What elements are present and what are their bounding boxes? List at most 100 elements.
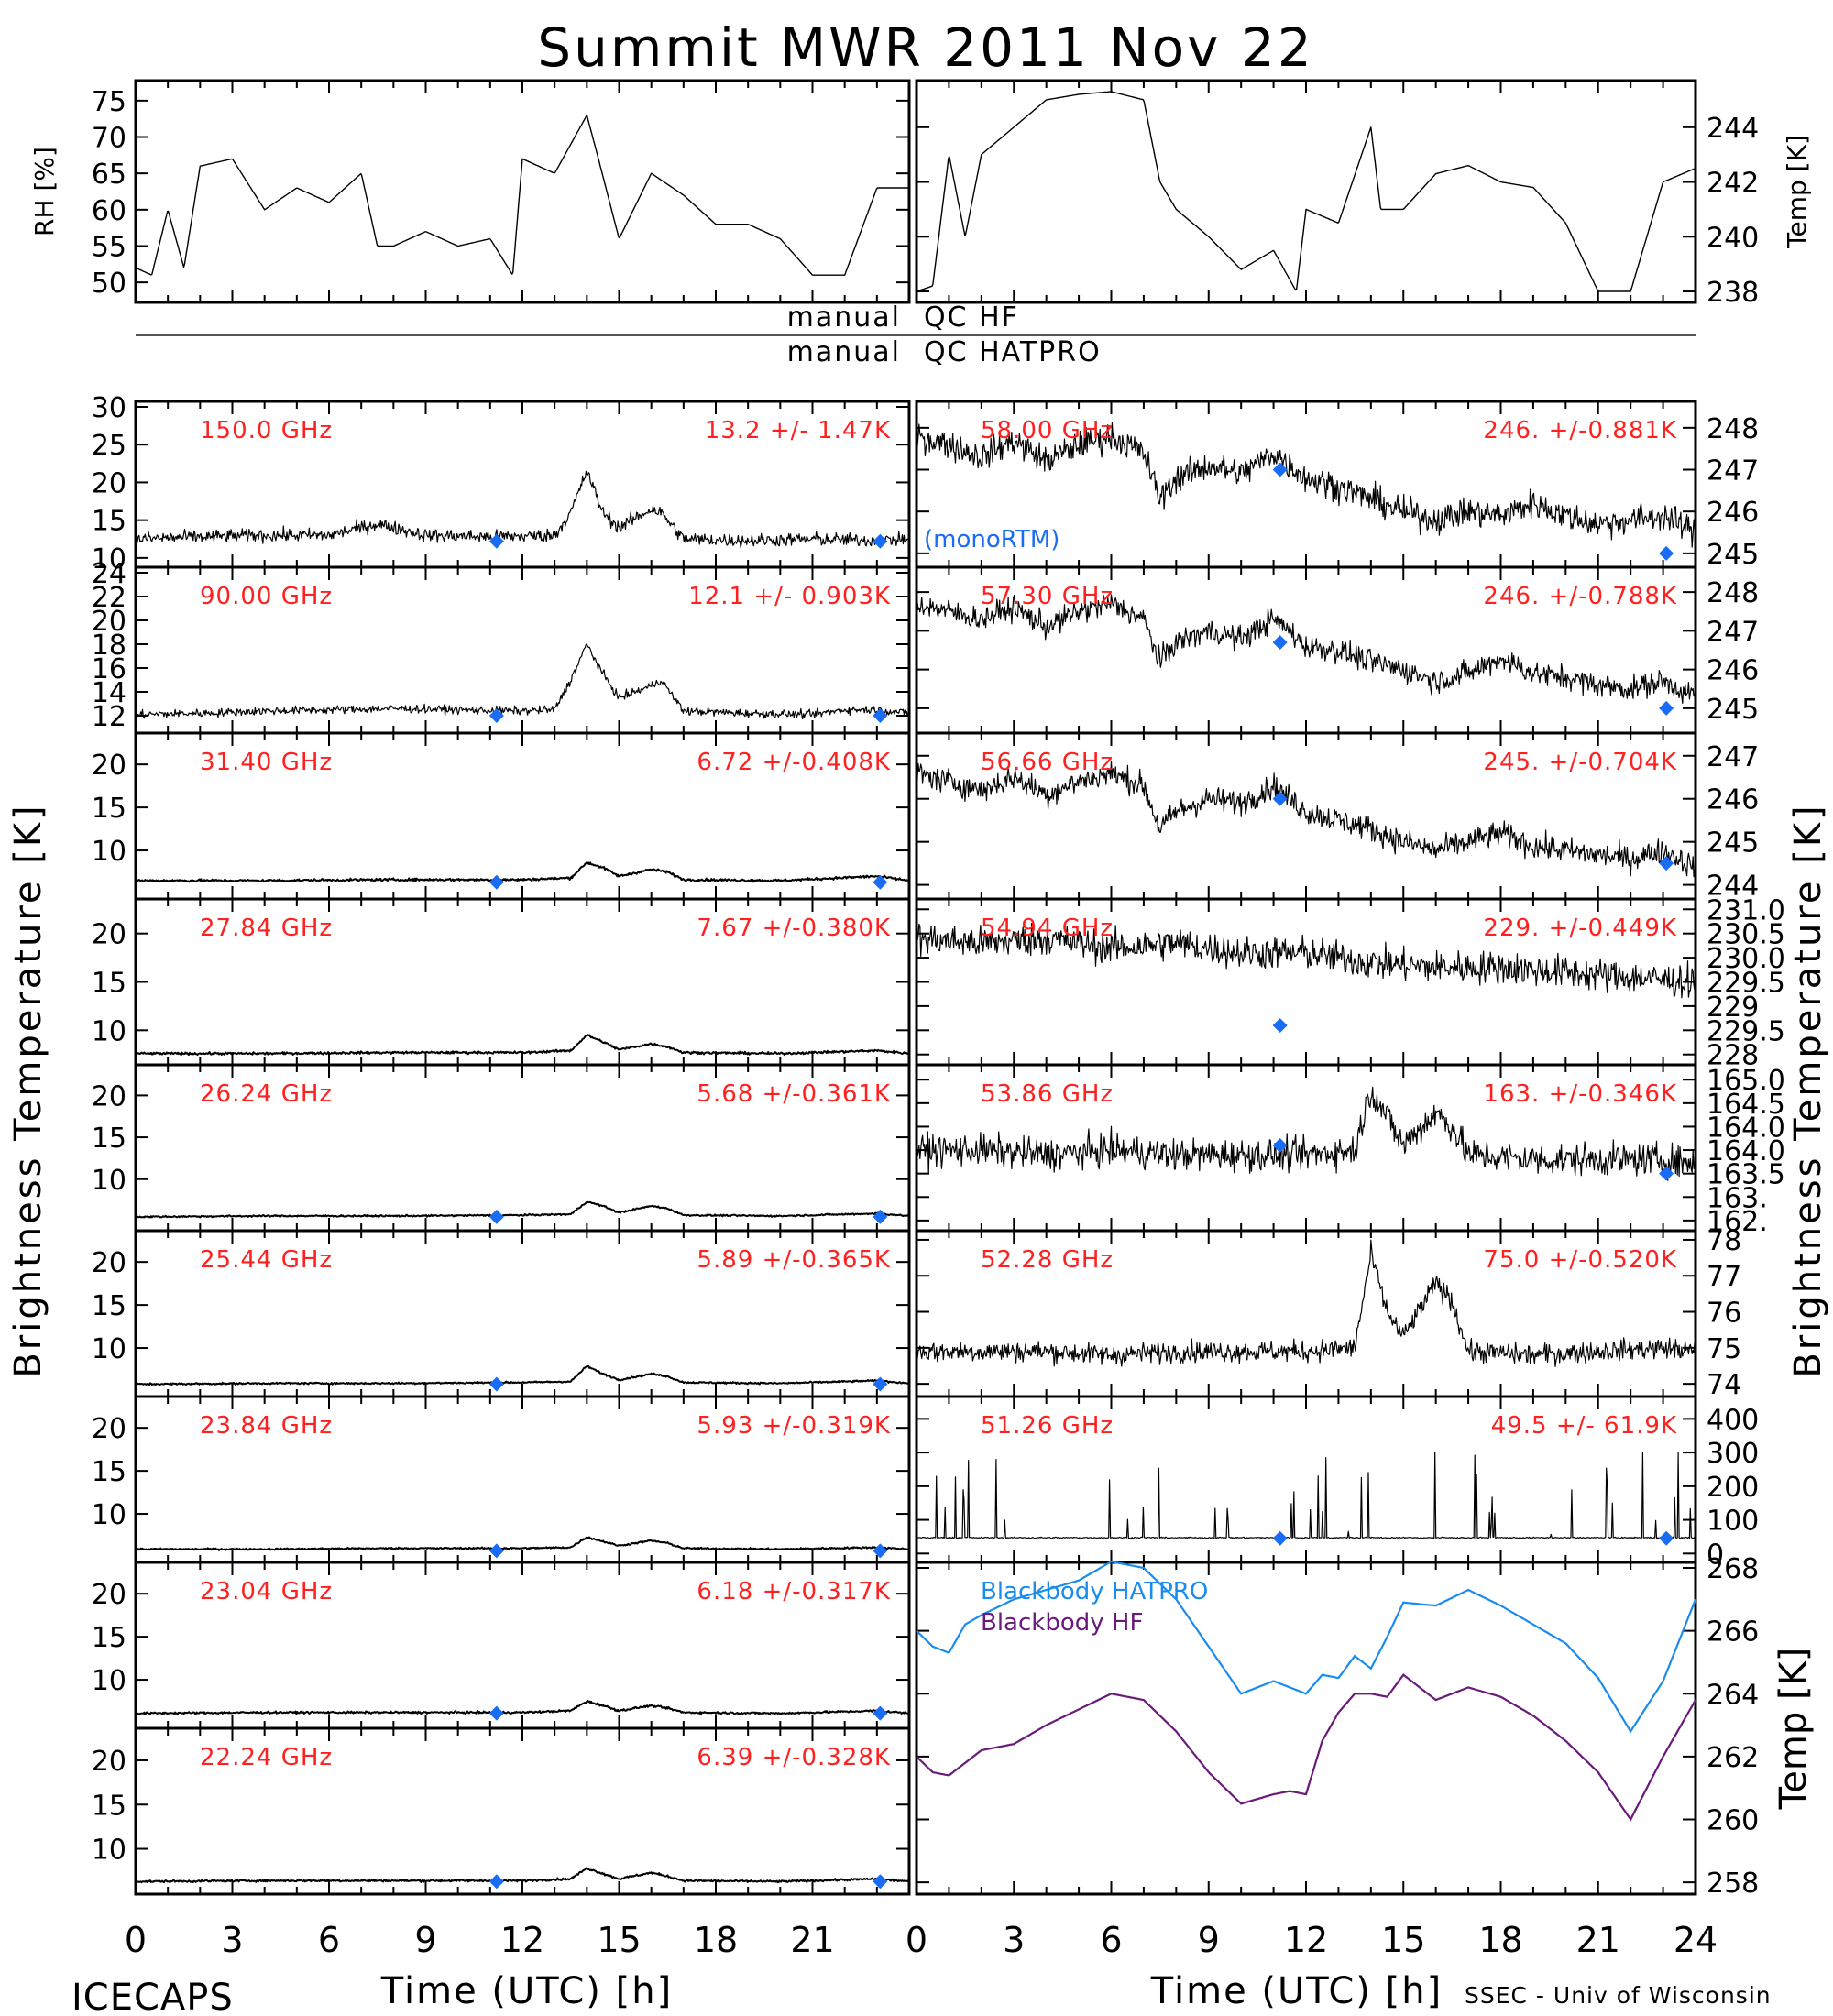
data-trace — [135, 470, 910, 549]
data-trace — [135, 1034, 910, 1057]
qc-hf-label: QC HF — [924, 301, 1019, 334]
panel-ylabel: Temp [K] — [1782, 135, 1812, 249]
x-tick-label: 9 — [1198, 1920, 1220, 1960]
y-tick-label: 15 — [92, 1622, 126, 1654]
y-tick-label: 70 — [92, 123, 126, 155]
y-tick-label: 247 — [1707, 741, 1759, 773]
model-point — [873, 1209, 888, 1224]
y-tick-label: 245 — [1707, 694, 1759, 726]
right-axis-title: Brightness Temperature [K] — [1787, 803, 1829, 1377]
legend-label-2: Blackbody HF — [981, 1609, 1143, 1637]
frequency-label: 52.28 GHz — [981, 1246, 1114, 1274]
data-trace — [916, 91, 1696, 292]
y-tick-label: 18 — [92, 630, 126, 662]
y-tick-label: 300 — [1707, 1438, 1759, 1470]
x-tick-label: 3 — [1003, 1920, 1025, 1960]
data-trace — [135, 861, 910, 883]
x-tick-label: 12 — [1284, 1920, 1328, 1960]
panel-left-8: 10 15 20 23.04 GHz 6.18 +/-0.317K — [92, 1561, 911, 1730]
qc-hatpro-manual-label: manual — [787, 336, 901, 368]
y-tick-label: 247 — [1707, 455, 1759, 488]
panel-right-2: 245 246 247 248 57.30 GHz 246. +/-0.788K — [915, 565, 1759, 735]
panel-left-9: 10 15 20 22.24 GHz 6.39 +/-0.328K — [92, 1726, 911, 1896]
x-tick-label: 21 — [1576, 1920, 1620, 1960]
model-point — [1659, 700, 1674, 716]
x-tick-label: 6 — [1100, 1920, 1122, 1960]
y-tick-label: 262 — [1707, 1742, 1759, 1774]
y-tick-label: 400 — [1707, 1404, 1759, 1436]
model-point — [873, 708, 888, 723]
model-point — [1659, 1530, 1674, 1546]
panel-left-1: 10 15 20 25 30 150.0 GHz 13.2 +/- 1.47K (monoRT… — [92, 392, 1060, 575]
left-axis-title: Brightness Temperature [K] — [7, 803, 49, 1377]
y-tick-label: 20 — [92, 467, 126, 499]
y-tick-label: 100 — [1707, 1506, 1759, 1538]
y-tick-label: 25 — [92, 430, 126, 462]
x-tick-label: 15 — [1381, 1920, 1425, 1960]
model-annotation: (monoRTM) — [924, 526, 1059, 553]
y-tick-label: 230.0 — [1707, 943, 1785, 975]
stats-label: 6.72 +/-0.408K — [697, 749, 891, 776]
y-tick-label: 15 — [92, 1290, 126, 1322]
model-point — [1659, 545, 1674, 561]
y-tick-label: 244 — [1707, 871, 1759, 903]
x-tick-label: 12 — [500, 1920, 544, 1960]
y-tick-label: 15 — [92, 793, 126, 825]
data-trace — [135, 1364, 910, 1386]
y-tick-label: 78 — [1707, 1225, 1741, 1257]
x-tick-label: 3 — [221, 1920, 243, 1960]
y-tick-label: 163.5 — [1707, 1159, 1785, 1191]
x-axis-title-left: Time (UTC) [h] — [380, 1970, 673, 2012]
model-point — [873, 533, 888, 549]
y-tick-label: 12 — [92, 701, 126, 733]
y-tick-label: 55 — [92, 231, 126, 263]
y-tick-label: 245 — [1707, 827, 1759, 860]
model-point — [1272, 1137, 1288, 1153]
stats-label: 6.18 +/-0.317K — [697, 1578, 891, 1605]
y-tick-label: 245 — [1707, 539, 1759, 571]
y-tick-label: 229 — [1707, 992, 1759, 1024]
panel-right-3: 244 245 246 247 56.66 GHz 245. +/-0.704K — [915, 731, 1759, 903]
y-tick-label: 24 — [92, 558, 126, 590]
data-trace — [916, 761, 1696, 878]
frequency-label: 22.24 GHz — [200, 1744, 333, 1771]
y-tick-label: 20 — [92, 1247, 126, 1279]
y-tick-label: 15 — [92, 506, 126, 538]
y-tick-label: 77 — [1707, 1261, 1741, 1293]
panel-frame — [134, 79, 911, 304]
stats-label: 246. +/-0.881K — [1483, 417, 1677, 444]
data-trace — [916, 923, 1696, 999]
x-tick-label: 6 — [318, 1920, 340, 1960]
stats-label: 5.68 +/-0.361K — [697, 1080, 891, 1108]
stats-label: 12.1 +/- 0.903K — [688, 583, 891, 610]
frequency-label: 26.24 GHz — [200, 1080, 333, 1108]
panel-ylabel: Temp [K] — [1773, 1648, 1815, 1811]
y-tick-label: 20 — [92, 1080, 126, 1112]
series-line-2 — [916, 1673, 1696, 1822]
y-tick-label: 230.5 — [1707, 919, 1785, 951]
model-point — [873, 1874, 888, 1890]
y-tick-label: 74 — [1707, 1369, 1741, 1401]
y-tick-label: 238 — [1707, 277, 1759, 309]
x-tick-label: 18 — [1478, 1920, 1522, 1960]
frequency-label: 25.44 GHz — [200, 1246, 333, 1274]
x-tick-label: 9 — [414, 1920, 436, 1960]
chart-title: Summit MWR 2011 Nov 22 — [537, 16, 1313, 79]
panel-top-right: 238 240 242 244 Temp [K] — [915, 79, 1812, 309]
stats-label: 229. +/-0.449K — [1483, 915, 1677, 942]
frequency-label: 23.04 GHz — [200, 1578, 333, 1605]
frequency-label: 23.84 GHz — [200, 1412, 333, 1440]
data-trace — [916, 422, 1696, 548]
legend-label-1: Blackbody HATPRO — [981, 1578, 1208, 1605]
y-tick-label: 10 — [92, 543, 126, 575]
y-tick-label: 246 — [1707, 497, 1759, 529]
frequency-label: 56.66 GHz — [981, 749, 1114, 776]
data-trace — [135, 115, 909, 276]
y-tick-label: 162. — [1707, 1206, 1768, 1238]
y-tick-label: 10 — [92, 836, 126, 868]
y-tick-label: 10 — [92, 1165, 126, 1197]
y-tick-label: 15 — [92, 1123, 126, 1155]
footer-icecaps: ICECAPS — [71, 1977, 234, 2016]
